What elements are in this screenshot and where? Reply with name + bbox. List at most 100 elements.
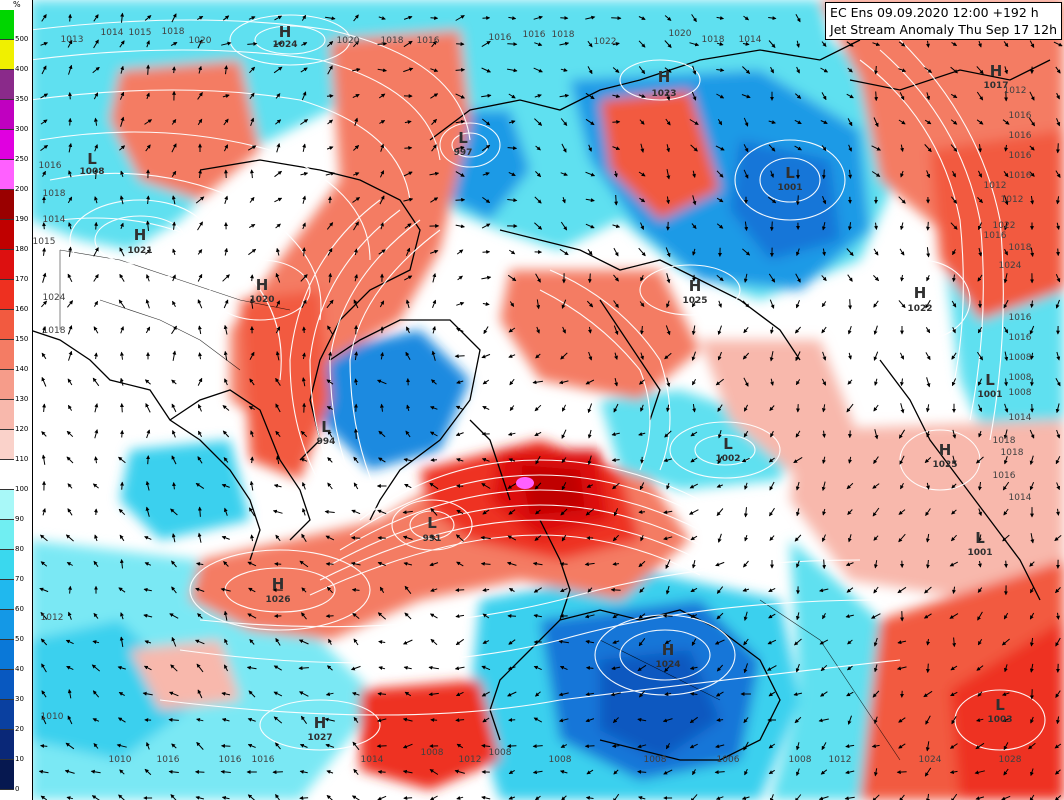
svg-text:1001: 1001 [777,183,802,193]
wind-arrow [951,41,958,47]
wind-arrow [533,587,542,593]
wind-arrow [847,325,852,335]
wind-arrow [145,506,150,517]
wind-arrow [768,743,776,749]
wind-arrow [585,198,595,203]
wind-arrow [1055,170,1061,178]
wind-arrow [691,223,697,230]
legend-color-swatch [0,40,14,70]
wind-arrow [742,248,751,256]
isobar-label: 1008 [1009,373,1032,383]
wind-arrow [275,455,280,465]
isobar-label: 1012 [829,755,852,765]
wind-arrow [769,481,775,491]
wind-arrow [715,145,725,151]
wind-arrow [248,507,256,517]
wind-arrow [585,508,595,516]
wind-arrow [717,351,722,361]
wind-arrow [299,560,309,568]
legend-color-swatch [0,100,14,130]
wind-arrow [743,663,748,674]
wind-arrow [326,41,334,47]
wind-arrow [67,404,73,411]
wind-arrow [378,666,386,670]
wind-arrow [847,639,853,645]
wind-arrow [536,299,541,310]
wind-arrow [379,195,385,205]
wind-arrow [873,456,879,464]
wind-arrow [977,222,982,231]
wind-arrow [482,613,490,619]
wind-arrow [1029,586,1035,594]
svg-text:1001: 1001 [977,390,1002,400]
wind-arrow [534,691,541,697]
wind-arrow [247,613,257,619]
wind-arrow [350,665,361,671]
wind-arrow [613,325,619,336]
wind-arrow [768,613,776,619]
wind-arrow [820,664,828,672]
wind-arrow [793,456,803,464]
wind-arrow [40,561,48,567]
wind-arrow [378,16,386,20]
svg-text:H: H [272,575,285,593]
svg-text:H: H [314,714,327,732]
wind-arrow [481,93,492,98]
wind-arrow [897,640,907,645]
wind-arrow [224,65,229,75]
wind-arrow [275,223,281,229]
wind-arrow [558,692,569,697]
wind-arrow [197,456,203,464]
wind-arrow [562,326,566,334]
wind-arrow [482,172,490,176]
wind-arrow [560,221,568,231]
svg-text:L: L [975,529,985,547]
legend-level-label: 40 [15,665,24,673]
wind-arrow [977,197,983,204]
isobar-label: 1014 [101,28,124,38]
isobar-label: 1018 [43,326,66,336]
wind-arrow [612,482,620,490]
wind-arrow [325,692,334,697]
wind-arrow [246,665,257,670]
wind-arrow [585,718,595,723]
wind-arrow [716,717,724,722]
wind-arrow [172,248,176,256]
wind-arrow [507,68,518,73]
wind-arrow [1004,560,1008,568]
wind-arrow [250,430,254,438]
wind-arrow [432,325,436,334]
wind-arrow [974,770,985,775]
wind-arrow [482,405,490,411]
wind-arrow [42,508,46,516]
wind-arrow [612,119,621,124]
wind-arrow [663,536,673,541]
wind-arrow [143,613,153,618]
wind-arrow [301,352,306,360]
wind-arrow [1003,742,1009,751]
wind-arrow [171,403,177,413]
wind-arrow [68,64,73,75]
wind-arrow [431,40,437,48]
wind-arrow [716,223,724,229]
wind-arrow [353,638,359,646]
wind-arrow [198,352,202,360]
wind-arrow [197,689,203,699]
wind-arrow [42,247,47,256]
wind-arrow [1004,378,1009,387]
wind-arrow [950,691,958,697]
wind-arrow [377,691,387,696]
wind-arrow [976,456,984,464]
wind-arrow [664,691,672,696]
wind-arrow [664,430,672,438]
isobar-label: 1012 [41,613,64,623]
wind-arrow [535,509,541,515]
wind-arrow [377,561,386,566]
wind-arrow [1030,195,1035,205]
wind-arrow [379,120,386,124]
isobar-label: 1016 [523,30,546,40]
isobar-label: 1006 [717,755,740,765]
wind-arrow [585,379,595,385]
wind-arrow [585,92,595,100]
wind-arrow [94,534,98,542]
